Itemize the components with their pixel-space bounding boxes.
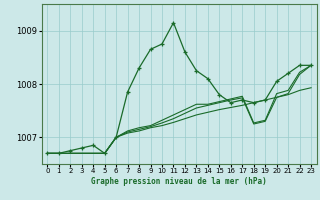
X-axis label: Graphe pression niveau de la mer (hPa): Graphe pression niveau de la mer (hPa)	[91, 177, 267, 186]
